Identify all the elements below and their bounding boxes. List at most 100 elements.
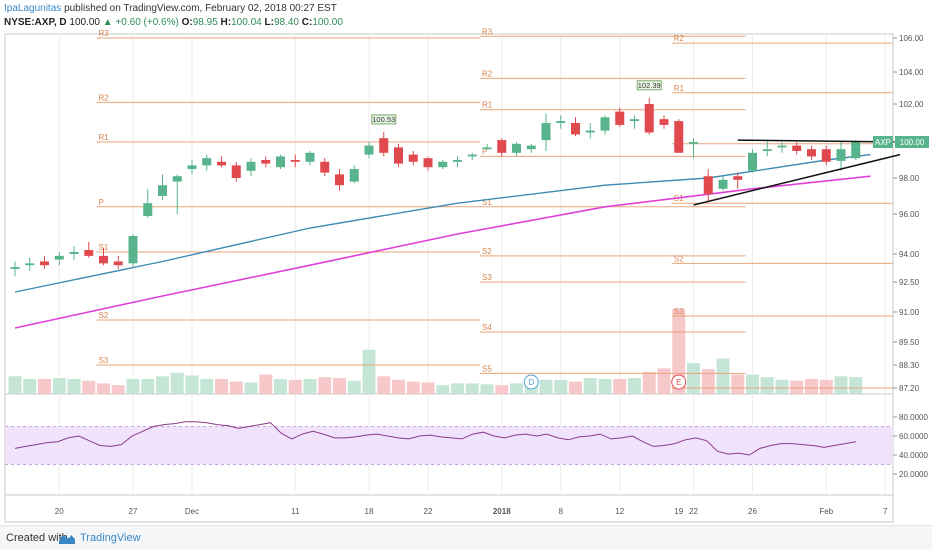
high-price-label: 102.39 [638,81,661,90]
price-axis-label: 104.00 [899,68,924,77]
volume-bar [805,378,818,394]
candle-body [158,185,167,196]
candle-body [187,165,197,169]
pivot-label: P [482,147,487,156]
candle-body [777,145,787,148]
price-chart[interactable]: R3R2R1PS1S2S3R3R2R1PS1S2S3S4S5R2R1PS1S2S… [0,0,932,525]
volume-bar [23,378,37,394]
candle-body [202,158,212,166]
time-axis-label: Feb [819,507,833,516]
tradingview-logo-icon[interactable] [58,531,76,548]
axp-badge-box [873,136,893,148]
volume-bar [510,383,523,394]
volume-bar [52,378,66,394]
pivot-label: R1 [99,133,110,142]
volume-bar [539,379,553,394]
candle-body [128,236,138,264]
candle-body [674,121,684,153]
candle-body [467,154,477,157]
candle-body [54,255,64,260]
volume-bar [657,368,671,394]
volume-bar [436,385,450,394]
candle-body [84,250,94,256]
pivot-label: S1 [99,243,109,252]
volume-bar [274,378,287,394]
volume-bar [834,376,848,394]
footer: Created with TradingView [0,525,932,550]
open-value: 98.95 [192,17,218,28]
pivot-label: P [99,198,104,207]
time-axis-label: 8 [559,507,564,516]
candle-body [305,152,315,162]
volume-bar [392,379,405,394]
candle-body [526,145,536,150]
volume-bar [288,379,302,394]
close-value: 100.00 [312,17,343,28]
volume-bar [200,378,214,394]
pivot-label: R3 [482,27,493,36]
up-arrow-icon: ▲ [102,17,113,28]
pivot-label: R2 [482,69,493,78]
volume-bar [642,371,656,394]
current-price-box [895,136,929,148]
volume-bar [731,374,745,394]
candle-body [438,161,448,168]
event-marker-label: E [676,378,681,387]
candle-body [821,149,831,162]
volume-bar [495,385,509,394]
candle-body [615,111,625,125]
last-price: 100.00 [69,17,100,28]
candle-body [231,165,241,178]
candle-body [423,158,433,168]
candle-body [69,252,79,254]
price-axis-label: 89.50 [899,338,920,347]
volume-bar [775,379,789,394]
symbol-name: NYSE:AXP, D [4,17,67,28]
candle-body [748,152,757,171]
volume-bar [8,376,22,394]
volume-bar [819,379,833,394]
candle-body [512,143,521,153]
volume-bar [716,358,730,394]
high-label: H: [220,17,232,28]
candle-body [408,154,418,162]
volume-bar [569,381,582,394]
candle-body [600,117,610,131]
price-axis-label: 96.00 [899,210,920,219]
time-axis-label: 19 [674,507,683,516]
author-link[interactable]: IpaLagunitas [4,3,62,14]
pivot-label: R2 [674,34,685,43]
volume-bar [38,378,51,394]
volume-bar [421,382,435,394]
price-axis-label: 94.00 [899,250,920,259]
candle-body [10,267,20,269]
volume-bar [126,378,140,394]
pivot-label: S4 [482,323,492,332]
volume-bar [362,349,376,394]
candle-body [703,176,713,195]
pivot-label: R3 [99,29,110,38]
candle-body [25,263,35,266]
sma-slow-line [14,175,871,329]
pivot-label: R2 [99,93,110,102]
pivot-label: S3 [674,307,684,316]
time-axis-label: 7 [883,507,888,516]
candle-body [335,174,344,186]
axp-badge: AXP [875,138,891,147]
time-axis-label: 2018 [493,507,511,516]
volume-bar [318,377,332,394]
time-axis-label: Dec [185,507,199,516]
candle-body [172,176,182,182]
candle-body [349,169,359,182]
volume-bar [554,379,568,394]
candle-body [807,149,816,157]
price-axis-label: 92.50 [899,278,920,287]
tradingview-link[interactable]: TradingView [80,532,141,544]
volume-bar [451,383,464,394]
time-axis-label: 11 [291,507,300,516]
candle-body [379,138,389,153]
candle-body [246,161,256,171]
volume-bar [377,376,391,394]
price-axis-label: 106.00 [899,34,924,43]
candle-body [453,160,462,162]
